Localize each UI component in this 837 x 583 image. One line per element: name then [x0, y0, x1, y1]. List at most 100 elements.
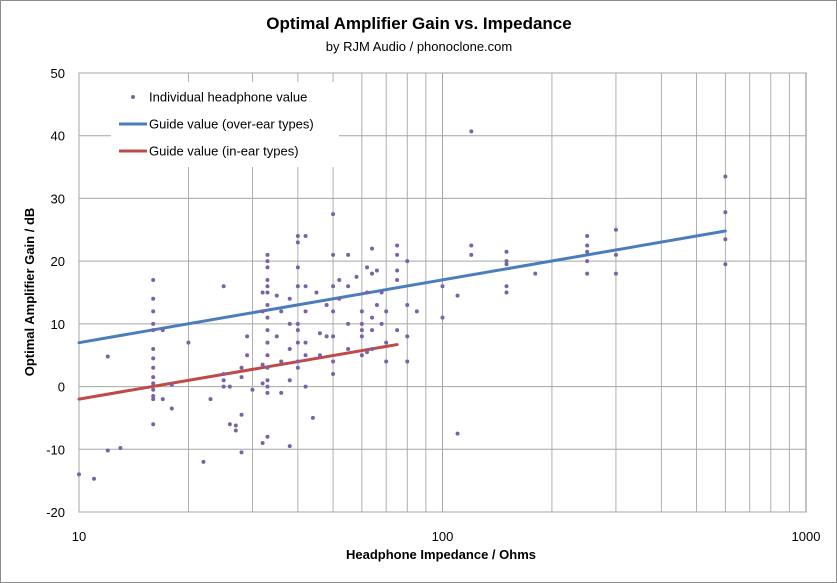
y-tick-label: 50 — [51, 66, 65, 81]
data-point — [160, 328, 165, 333]
data-point — [455, 431, 460, 436]
data-point — [239, 375, 244, 380]
data-point — [221, 284, 226, 289]
legend-label: Guide value (in-ear types) — [149, 144, 299, 159]
data-point — [324, 303, 329, 308]
data-point — [221, 384, 226, 389]
data-point — [265, 265, 270, 270]
data-point — [723, 262, 728, 267]
data-point — [585, 259, 590, 264]
x-axis-title: Headphone Impedance / Ohms — [346, 547, 536, 562]
data-point — [287, 346, 292, 351]
data-point — [295, 234, 300, 239]
data-point — [405, 334, 410, 339]
data-point — [365, 350, 370, 355]
data-point — [265, 277, 270, 282]
data-point — [359, 321, 364, 326]
data-point — [208, 397, 213, 402]
data-point — [723, 174, 728, 179]
data-point — [414, 309, 419, 314]
data-point — [533, 271, 538, 276]
data-point — [395, 277, 400, 282]
data-point — [265, 252, 270, 257]
data-point — [395, 328, 400, 333]
data-point — [469, 129, 474, 134]
data-point — [265, 284, 270, 289]
y-tick-label: -10 — [46, 442, 65, 457]
data-point — [303, 384, 308, 389]
data-point — [227, 384, 232, 389]
data-point — [105, 354, 110, 359]
legend-label: Guide value (over-ear types) — [149, 117, 314, 132]
data-point — [585, 249, 590, 254]
x-tick-label: 10 — [72, 529, 86, 544]
data-point — [221, 372, 226, 377]
data-point — [239, 365, 244, 370]
data-point — [370, 246, 375, 251]
data-point — [105, 448, 110, 453]
data-point — [370, 315, 375, 320]
data-point — [287, 321, 292, 326]
data-point — [279, 359, 284, 364]
data-point — [331, 334, 336, 339]
gridlines — [78, 72, 806, 513]
data-point — [379, 321, 384, 326]
data-point — [585, 271, 590, 276]
data-point — [310, 415, 315, 420]
data-point — [274, 334, 279, 339]
x-tick-label: 100 — [432, 529, 454, 544]
data-point — [613, 252, 618, 257]
data-point — [151, 321, 156, 326]
series-line — [77, 229, 727, 345]
data-point — [354, 274, 359, 279]
data-point — [370, 271, 375, 276]
data-point — [151, 375, 156, 380]
data-point — [469, 252, 474, 257]
data-point — [384, 340, 389, 345]
y-tick-label: 30 — [51, 191, 65, 206]
data-point — [359, 328, 364, 333]
data-point — [331, 212, 336, 217]
y-axis-title: Optimal Amplifier Gain / dB — [22, 208, 37, 377]
data-point — [405, 259, 410, 264]
data-point — [359, 309, 364, 314]
data-point — [723, 210, 728, 215]
data-point — [151, 328, 156, 333]
data-point — [233, 423, 238, 428]
data-point — [331, 284, 336, 289]
data-point — [370, 328, 375, 333]
chart-subtitle: by RJM Audio / phonoclone.com — [326, 39, 512, 54]
data-point — [77, 472, 81, 477]
data-point — [151, 356, 156, 361]
y-tick-label: 0 — [58, 380, 65, 395]
data-point — [245, 353, 250, 358]
data-point — [346, 284, 351, 289]
data-point — [151, 381, 156, 386]
data-point — [346, 252, 351, 257]
data-point — [613, 271, 618, 276]
data-point — [295, 265, 300, 270]
data-point — [331, 372, 336, 377]
x-tick-label: 1000 — [792, 529, 821, 544]
data-point — [260, 441, 265, 446]
data-point — [317, 353, 322, 358]
data-point — [265, 290, 270, 295]
data-point — [151, 277, 156, 282]
data-point — [265, 303, 270, 308]
data-point — [265, 353, 270, 358]
data-point — [151, 296, 156, 301]
data-point — [265, 378, 270, 383]
data-point — [221, 378, 226, 383]
y-tick-label: -20 — [46, 505, 65, 520]
data-point — [295, 328, 300, 333]
data-point — [384, 309, 389, 314]
data-point — [504, 262, 509, 267]
data-point — [151, 365, 156, 370]
legend-label: Individual headphone value — [149, 90, 307, 105]
data-point — [295, 359, 300, 364]
data-point — [233, 428, 238, 433]
data-point — [151, 346, 156, 351]
data-point — [287, 296, 292, 301]
data-point — [395, 268, 400, 273]
